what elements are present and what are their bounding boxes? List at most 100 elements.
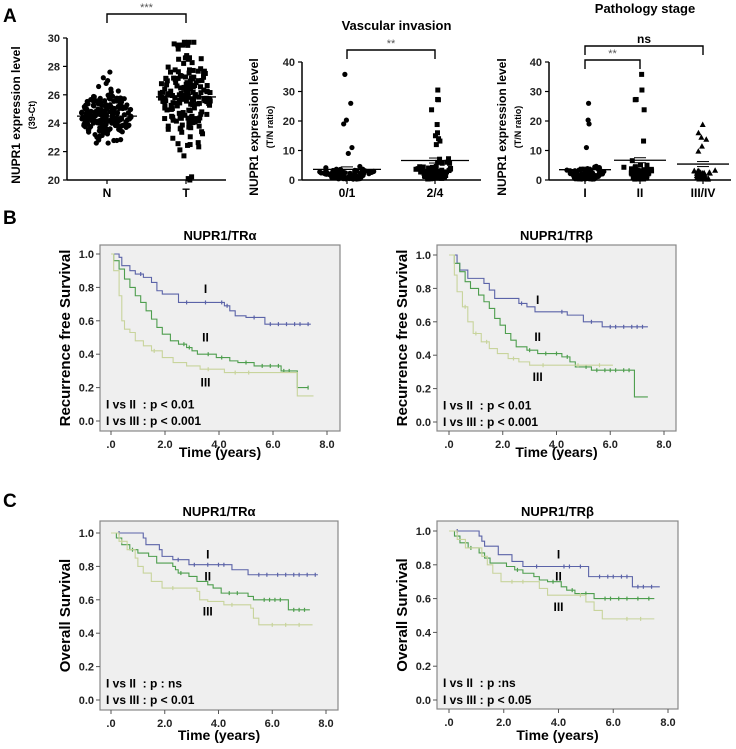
data-point [187,142,193,148]
significance-bracket [346,49,436,59]
data-point [429,164,435,170]
category-label: I [583,186,586,200]
data-point [420,164,426,170]
data-point [695,148,702,154]
data-point [187,78,193,84]
y-tick-label: 0.2 [79,662,94,674]
data-point [96,83,102,90]
data-point [573,175,579,181]
data-point [183,98,189,104]
y-tick-label: 30 [48,33,60,45]
data-point [446,156,452,162]
data-point [115,95,121,101]
data-point [371,168,377,174]
data-point [185,115,191,121]
y-axis-label: Recurrence free Survival [57,250,74,427]
y-tick-label: 0.8 [79,561,94,573]
data-point [196,123,202,129]
chart-nupr1-ct-scatter: 20 22 24 26 28 30 N T NUPR1 expression level (39-… [9,2,226,200]
y-tick-label: 20 [48,175,60,187]
data-point [190,67,196,73]
data-point [108,103,114,110]
data-point [114,123,120,129]
data-point [441,171,447,177]
data-point [184,80,190,86]
y-axis-label: NUPR1 expression level [9,46,23,183]
x-tick-label: .0 [106,439,115,451]
data-point [169,106,175,112]
category-label: 0/1 [339,186,356,200]
data-point [207,102,213,108]
data-point [437,138,443,144]
y-tick-label: 26 [48,90,60,102]
curve-label: II [555,570,562,584]
data-point [204,83,210,89]
x-axis-label: Time (years) [178,727,260,743]
data-point [103,127,109,134]
data-point [188,101,194,107]
chart-title: NUPR1/TRβ [520,228,593,243]
y-tick-label: 0 [289,175,295,187]
data-point [168,102,174,108]
data-point [435,97,441,103]
y-axis-sublabel: (T/N ratio) [265,106,275,149]
y-tick-label: 0.0 [79,416,94,428]
data-point [698,134,705,140]
data-point [175,42,181,48]
p-value-annotation: I vs III : p < 0.001 [106,414,201,428]
data-point [181,153,187,159]
data-point [79,109,85,115]
data-point [108,86,114,92]
data-point [172,95,178,101]
data-point [201,87,207,93]
data-point [168,88,174,94]
data-point [115,88,121,94]
data-point [641,138,647,144]
y-axis-label: Recurrence free Survival [394,250,411,427]
data-point [642,167,648,173]
data-point [317,169,323,175]
data-point [632,176,638,182]
km-curve-i [111,532,318,576]
curve-label: III [203,604,213,618]
data-point [173,118,179,124]
y-tick-label: 28 [48,61,60,73]
panel-label-a: A [3,6,17,27]
data-point [441,174,447,180]
data-point [191,105,197,111]
data-point [120,122,126,128]
data-point [189,113,195,119]
y-tick-label: 0.2 [416,384,431,396]
data-point [181,60,187,66]
chart-rfs-trbeta: NUPR1/TRβ 0.0 0.2 0.4 0.6 0.8 1.0 .0 2.0 4.0 6.0 8.… [394,228,677,460]
y-tick-label: 1.0 [416,250,431,262]
data-point [426,176,432,182]
data-point [88,108,94,114]
data-point [169,113,175,119]
curve-label: III [200,376,210,390]
data-point [189,117,195,123]
significance-label: ** [387,38,396,50]
data-point [185,56,191,62]
data-point [628,166,634,172]
x-tick-label: 6.0 [606,717,621,729]
data-point [437,156,443,162]
data-point [638,162,644,168]
data-point [164,82,170,88]
data-point [101,98,108,104]
data-point [179,42,185,48]
y-axis-sublabel: (T/N ratio) [513,106,523,149]
data-point [632,169,638,175]
data-point [158,81,164,87]
data-point [357,175,363,182]
data-point [86,126,92,133]
data-point [632,164,638,170]
data-point [201,96,207,102]
data-point [187,134,193,140]
data-point [324,169,330,176]
data-point [83,114,90,120]
data-point [428,172,434,178]
data-point [632,97,638,103]
data-point [585,100,592,106]
data-point [178,125,184,131]
